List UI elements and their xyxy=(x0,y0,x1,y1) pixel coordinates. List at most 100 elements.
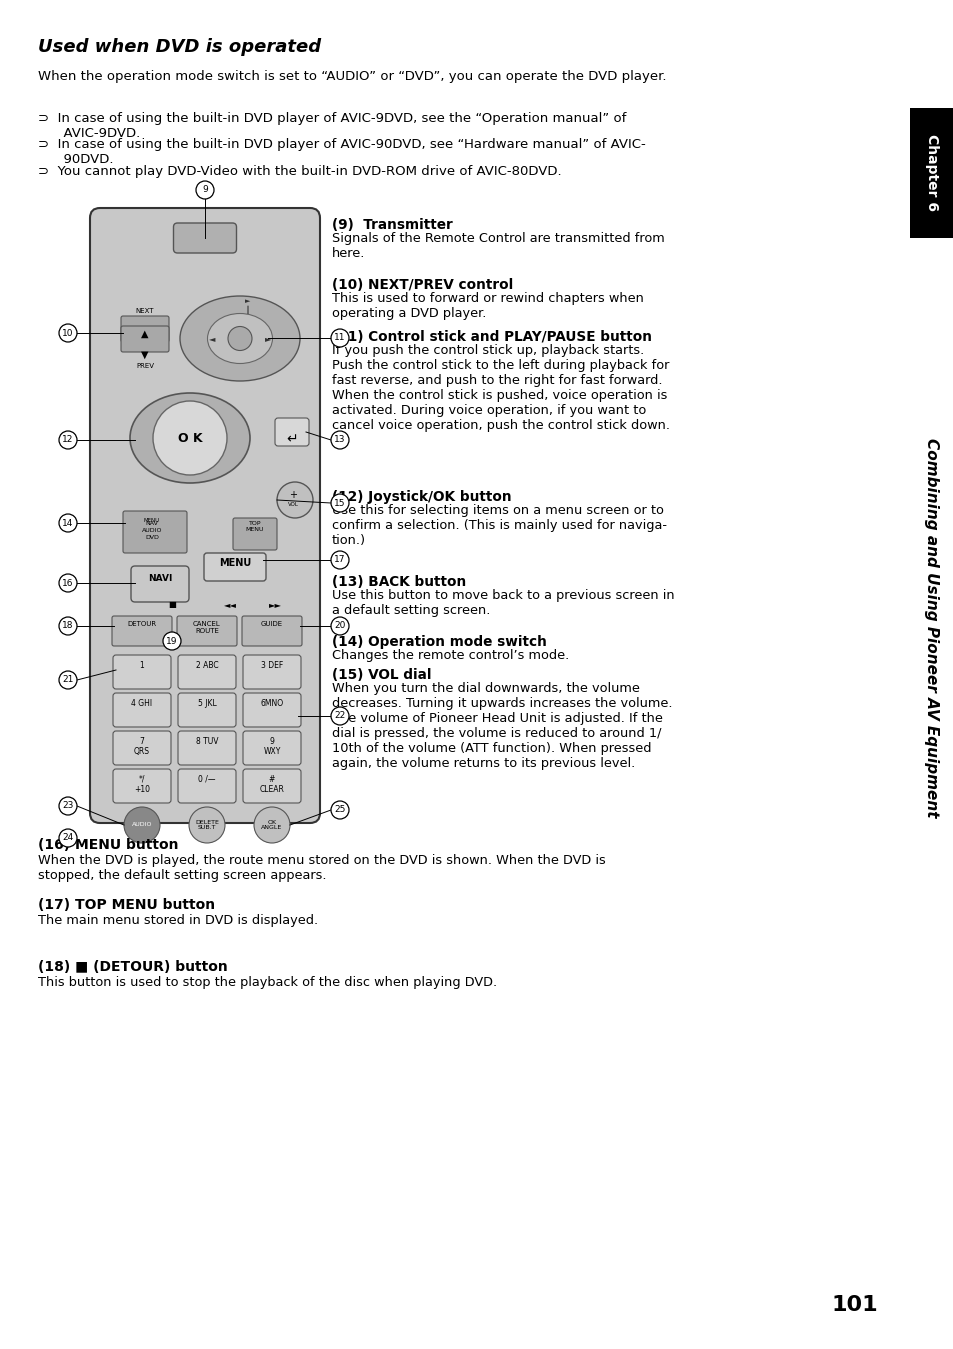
Text: 0 /—: 0 /— xyxy=(198,774,215,784)
Bar xyxy=(909,108,953,237)
Text: (13) BACK button: (13) BACK button xyxy=(332,575,466,590)
Text: (15) VOL dial: (15) VOL dial xyxy=(332,668,431,683)
Text: 1: 1 xyxy=(139,661,144,670)
Text: (14) Operation mode switch: (14) Operation mode switch xyxy=(332,635,546,649)
Text: 11: 11 xyxy=(334,333,345,343)
Text: 17: 17 xyxy=(334,556,345,564)
Text: O K: O K xyxy=(177,432,202,445)
Text: PREV: PREV xyxy=(136,363,153,370)
Text: DETOUR: DETOUR xyxy=(128,621,156,627)
Text: MENU: MENU xyxy=(218,558,251,568)
Text: ■: ■ xyxy=(168,600,175,608)
Circle shape xyxy=(163,631,181,650)
FancyBboxPatch shape xyxy=(243,693,301,727)
Text: ►►: ►► xyxy=(268,600,281,608)
Text: ⊃  In case of using the built-in DVD player of AVIC-90DVD, see “Hardware manual”: ⊃ In case of using the built-in DVD play… xyxy=(38,138,645,166)
Text: NEXT: NEXT xyxy=(135,308,154,314)
Text: 4 GHI: 4 GHI xyxy=(132,699,152,708)
Text: Changes the remote control’s mode.: Changes the remote control’s mode. xyxy=(332,649,569,662)
Text: */
+10: */ +10 xyxy=(133,774,150,795)
Circle shape xyxy=(195,181,213,200)
Text: When the DVD is played, the route menu stored on the DVD is shown. When the DVD : When the DVD is played, the route menu s… xyxy=(38,854,605,882)
Text: ▼: ▼ xyxy=(141,349,149,360)
Circle shape xyxy=(331,494,349,513)
Text: ►
║: ► ║ xyxy=(245,298,251,314)
Text: ↵: ↵ xyxy=(286,432,297,447)
Circle shape xyxy=(228,326,252,351)
Text: Combining and Using Pioneer AV Equipment: Combining and Using Pioneer AV Equipment xyxy=(923,438,939,817)
Text: 2 ABC: 2 ABC xyxy=(195,661,218,670)
Text: 25: 25 xyxy=(334,805,345,815)
Text: 8 TUV: 8 TUV xyxy=(195,737,218,746)
Circle shape xyxy=(152,401,227,475)
Text: If you push the control stick up, playback starts.
Push the control stick to the: If you push the control stick up, playba… xyxy=(332,344,669,432)
FancyBboxPatch shape xyxy=(178,731,235,765)
Text: 16: 16 xyxy=(62,579,73,588)
Circle shape xyxy=(276,482,313,518)
FancyBboxPatch shape xyxy=(178,693,235,727)
Circle shape xyxy=(331,707,349,724)
Text: OK
ANGLE: OK ANGLE xyxy=(261,820,282,831)
Circle shape xyxy=(253,807,290,843)
Circle shape xyxy=(59,616,77,635)
Text: ►: ► xyxy=(265,335,271,343)
FancyBboxPatch shape xyxy=(112,769,171,803)
Ellipse shape xyxy=(208,313,273,363)
Text: #
CLEAR: # CLEAR xyxy=(259,774,284,795)
Text: 14: 14 xyxy=(62,518,73,527)
Text: ◄◄: ◄◄ xyxy=(223,600,236,608)
Text: 5 JKL: 5 JKL xyxy=(197,699,216,708)
Text: 21: 21 xyxy=(62,676,73,684)
Text: AUDIO: AUDIO xyxy=(132,823,152,827)
FancyBboxPatch shape xyxy=(112,656,171,689)
Text: 101: 101 xyxy=(831,1295,878,1315)
Text: 19: 19 xyxy=(166,637,177,646)
Text: (11) Control stick and PLAY/PAUSE button: (11) Control stick and PLAY/PAUSE button xyxy=(332,331,651,344)
Text: When you turn the dial downwards, the volume
decreases. Turning it upwards incre: When you turn the dial downwards, the vo… xyxy=(332,683,672,770)
Text: (16) MENU button: (16) MENU button xyxy=(38,838,178,853)
Text: 24: 24 xyxy=(62,834,73,843)
Text: 3 DEF: 3 DEF xyxy=(260,661,283,670)
FancyBboxPatch shape xyxy=(177,616,236,646)
Text: The main menu stored in DVD is displayed.: The main menu stored in DVD is displayed… xyxy=(38,915,317,927)
Circle shape xyxy=(331,801,349,819)
Text: NAV
AUDIO
DVD: NAV AUDIO DVD xyxy=(142,521,162,540)
Circle shape xyxy=(59,830,77,847)
Circle shape xyxy=(331,550,349,569)
Ellipse shape xyxy=(180,295,299,380)
Text: 18: 18 xyxy=(62,622,73,630)
Text: 9
WXY: 9 WXY xyxy=(263,737,280,757)
Text: ⊃  You cannot play DVD-Video with the built-in DVD-ROM drive of AVIC-80DVD.: ⊃ You cannot play DVD-Video with the bui… xyxy=(38,165,561,178)
FancyBboxPatch shape xyxy=(233,518,276,550)
Text: (12) Joystick/OK button: (12) Joystick/OK button xyxy=(332,490,511,505)
Text: This button is used to stop the playback of the disc when playing DVD.: This button is used to stop the playback… xyxy=(38,975,497,989)
FancyBboxPatch shape xyxy=(112,616,172,646)
Text: Use this button to move back to a previous screen in
a default setting screen.: Use this button to move back to a previo… xyxy=(332,590,674,616)
Text: 6MNO: 6MNO xyxy=(260,699,283,708)
FancyBboxPatch shape xyxy=(204,553,266,581)
FancyBboxPatch shape xyxy=(243,769,301,803)
Text: Used when DVD is operated: Used when DVD is operated xyxy=(38,38,321,57)
Text: (17) TOP MENU button: (17) TOP MENU button xyxy=(38,898,214,912)
Text: 7
QRS: 7 QRS xyxy=(133,737,150,757)
Circle shape xyxy=(59,514,77,532)
Text: ▲: ▲ xyxy=(141,329,149,339)
Text: 15: 15 xyxy=(334,499,345,507)
Circle shape xyxy=(59,430,77,449)
FancyBboxPatch shape xyxy=(123,511,187,553)
Circle shape xyxy=(59,324,77,343)
Text: 13: 13 xyxy=(334,436,345,445)
FancyBboxPatch shape xyxy=(178,769,235,803)
Text: (18) ■ (DETOUR) button: (18) ■ (DETOUR) button xyxy=(38,960,228,974)
Ellipse shape xyxy=(130,393,250,483)
Circle shape xyxy=(331,329,349,347)
Circle shape xyxy=(124,807,160,843)
FancyBboxPatch shape xyxy=(274,418,309,447)
Text: 23: 23 xyxy=(62,801,73,811)
FancyBboxPatch shape xyxy=(112,731,171,765)
Text: When the operation mode switch is set to “AUDIO” or “DVD”, you can operate the D: When the operation mode switch is set to… xyxy=(38,70,666,84)
FancyBboxPatch shape xyxy=(90,208,319,823)
Text: ⊃  In case of using the built-in DVD player of AVIC-9DVD, see the “Operation man: ⊃ In case of using the built-in DVD play… xyxy=(38,112,626,140)
Circle shape xyxy=(59,797,77,815)
Text: Signals of the Remote Control are transmitted from
here.: Signals of the Remote Control are transm… xyxy=(332,232,664,260)
